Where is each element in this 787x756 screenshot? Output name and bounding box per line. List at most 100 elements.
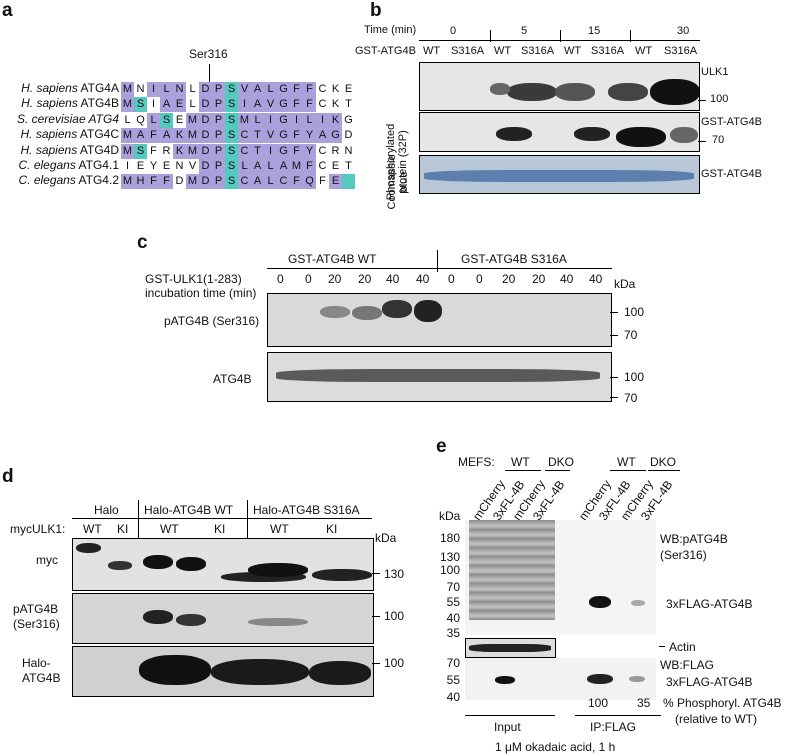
residue: I <box>147 82 160 97</box>
sub-label-d: WT <box>83 522 102 536</box>
construct-label: GST-ATG4B <box>355 45 416 57</box>
residue: M <box>121 143 134 159</box>
residue: G <box>277 112 290 128</box>
marker-d-100a: 100 <box>384 609 405 623</box>
blot-e-patg4b <box>465 520 656 635</box>
residue: E <box>331 160 340 172</box>
group-rule-d <box>72 518 372 519</box>
species-name: H. sapiens <box>21 81 78 95</box>
time-header: Time (min) <box>364 24 417 36</box>
blot-c-atg4b <box>267 352 612 402</box>
residue: R <box>162 144 171 157</box>
wb1-line1: WB:pATG4B <box>660 532 728 546</box>
actin-label: Actin <box>669 640 696 654</box>
residue: I <box>290 112 303 128</box>
group2-label: GST-ATG4B S316A <box>461 252 567 266</box>
residue: M <box>121 82 134 97</box>
residue: D <box>199 143 212 159</box>
residue: F <box>290 128 303 144</box>
residue: L <box>303 112 316 128</box>
blot-d-myc <box>72 538 374 591</box>
kda-label-c: kDa <box>614 277 636 291</box>
residue: K <box>173 128 186 144</box>
residue: C <box>238 174 251 190</box>
residue: F <box>303 159 316 174</box>
residue: D <box>199 97 212 113</box>
wt-label-1: WT <box>511 455 530 469</box>
residue: K <box>331 83 340 95</box>
residue: A <box>251 174 264 190</box>
tick-c-100 <box>610 312 618 313</box>
species-label: H. sapiens ATG4C <box>21 127 120 141</box>
species-label: C. elegans ATG4.1 <box>18 158 119 172</box>
residue: E <box>175 113 184 126</box>
dko-label-2: DKO <box>650 455 677 469</box>
blot-e-flag <box>465 658 656 700</box>
tick-d-100b <box>372 663 380 664</box>
row-label-patg4b: pATG4B (Ser316) <box>164 314 260 328</box>
residue: C <box>318 98 327 111</box>
gene-name: ATG4 <box>85 111 119 126</box>
residue: A <box>160 128 173 144</box>
residue: A <box>160 97 173 113</box>
marker-e-bottom: 55 <box>446 673 460 687</box>
tick-d-100a <box>372 616 380 617</box>
residue: T <box>345 98 352 111</box>
marker-e-top: 40 <box>446 611 460 625</box>
residue: L <box>189 83 196 95</box>
tick-b-70 <box>698 141 706 142</box>
residue: C <box>318 144 327 157</box>
residue: M <box>186 112 199 128</box>
d-sep-2 <box>247 500 248 540</box>
residue: E <box>329 174 342 190</box>
blot-e-actin <box>465 638 556 658</box>
marker-b-100: 100 <box>710 93 729 105</box>
residue: D <box>344 129 353 142</box>
residue: F <box>303 97 316 113</box>
row-label-patg4b-d: pATG4B (Ser316) <box>13 602 77 632</box>
residue: K <box>331 98 340 111</box>
residue: M <box>186 128 199 144</box>
residue: Y <box>149 160 158 172</box>
residue: A <box>316 128 329 144</box>
residue: V <box>264 97 277 113</box>
lane-label-b: WT <box>635 45 653 57</box>
residue <box>342 174 355 190</box>
residue: I <box>264 112 277 128</box>
row-label-atg4b: ATG4B <box>213 372 252 386</box>
time-sep-2 <box>560 30 561 42</box>
residue: G <box>277 82 290 97</box>
residue: S <box>134 143 147 159</box>
residue: M <box>238 112 251 128</box>
marker-e-bottom: 40 <box>446 690 460 704</box>
residue: I <box>316 112 329 128</box>
pct-35: 35 <box>637 696 651 710</box>
residue: Y <box>303 128 316 144</box>
time-label-c: 40 <box>416 272 430 286</box>
marker-d-130: 130 <box>384 567 405 581</box>
marker-c-100-a: 100 <box>624 305 645 319</box>
e-rule-3 <box>610 470 646 471</box>
time-label-c: 0 <box>448 272 455 286</box>
time-15: 15 <box>588 25 601 37</box>
time-label-c: 40 <box>560 272 574 286</box>
residue: M <box>186 174 199 190</box>
tick-b-100 <box>698 100 706 101</box>
residue: P <box>212 97 225 113</box>
residue: E <box>173 97 186 113</box>
footer-label: 1 μM okadaic acid, 1 h <box>495 740 616 754</box>
marker-e-top: 130 <box>439 550 460 564</box>
time-sep-3 <box>630 30 631 42</box>
condition-label-2: incubation time (min) <box>145 286 257 300</box>
dko-label-1: DKO <box>548 455 575 469</box>
marker-d-100b: 100 <box>384 656 405 670</box>
residue: S <box>160 112 173 128</box>
wb1-line2: (Ser316) <box>660 548 707 562</box>
panel-b-label: b <box>370 0 382 21</box>
residue: R <box>331 144 340 157</box>
residue: F <box>147 174 160 190</box>
residue: N <box>173 82 186 97</box>
residue: T <box>345 160 352 172</box>
